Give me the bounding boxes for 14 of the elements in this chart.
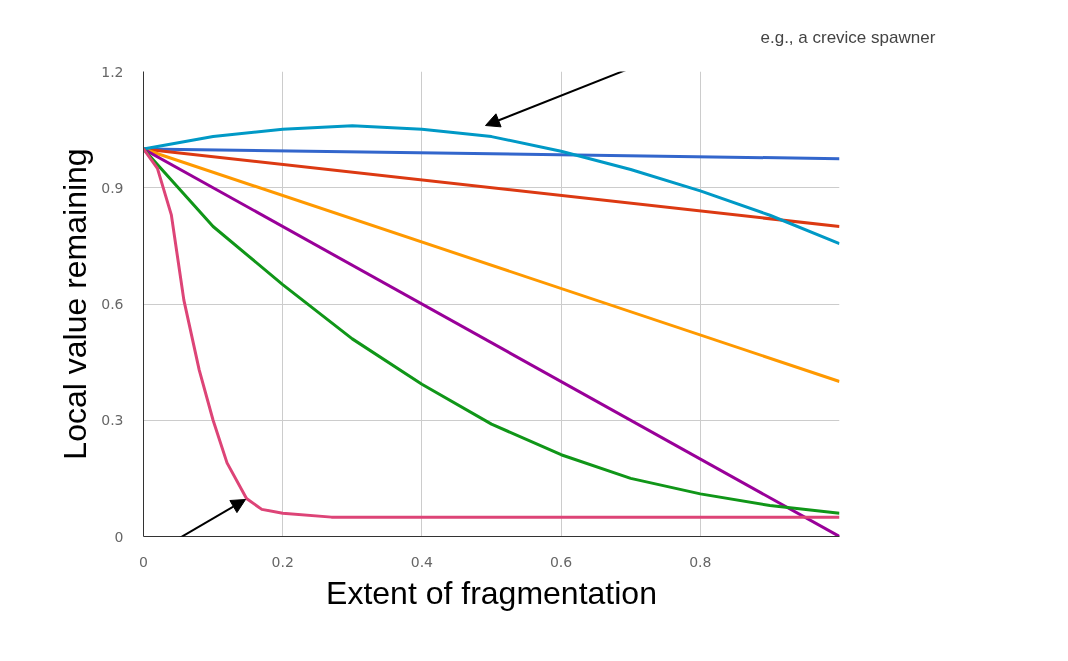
y-tick-label: 1.2 — [101, 63, 124, 80]
x-tick-label: 0.4 — [410, 553, 434, 570]
y-tick-label: 0.3 — [101, 412, 124, 429]
y-tick-label: 0 — [114, 528, 124, 545]
y-tick-label: 0.9 — [101, 179, 124, 196]
x-tick-label: 0.2 — [271, 553, 294, 570]
x-axis-title: Extent of fragmentation — [326, 574, 657, 611]
line-series — [143, 124, 840, 246]
x-tick-label: 0.8 — [689, 553, 712, 570]
y-axis-title: Local value remaining — [57, 148, 94, 460]
x-tick-label: 0.6 — [549, 553, 573, 570]
y-tick-label: 0.6 — [101, 296, 124, 312]
text: e.g., a crevice spawner — [760, 27, 936, 47]
x-tick-label: 0 — [139, 553, 148, 570]
